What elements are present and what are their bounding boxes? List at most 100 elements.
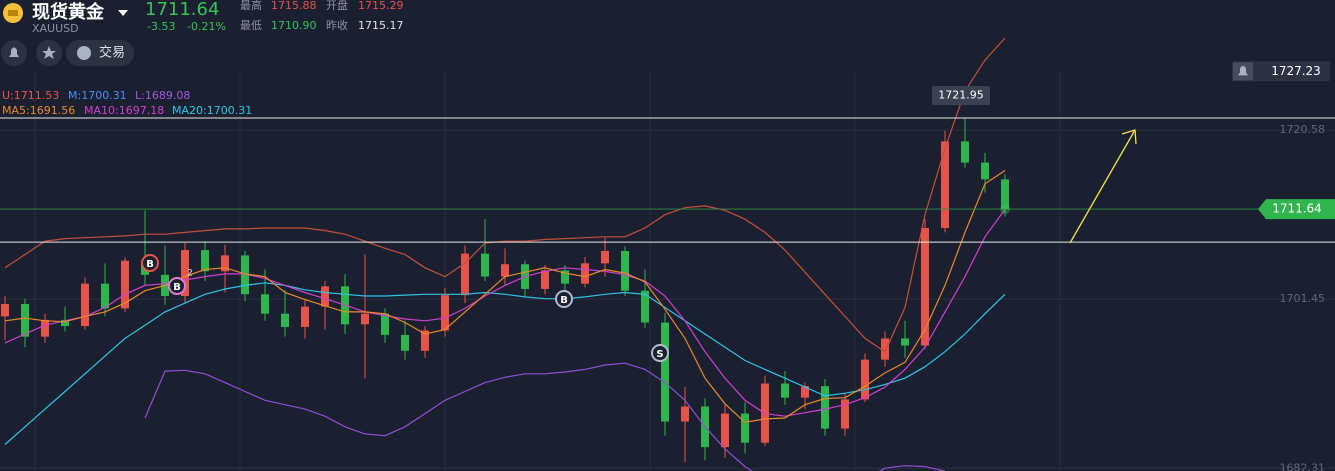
y-tick-label: 1682.31 bbox=[1280, 461, 1326, 471]
candle-body bbox=[721, 413, 729, 448]
signal-label: B bbox=[173, 282, 181, 293]
stat-value: 1715.17 bbox=[358, 19, 404, 32]
high-tooltip bbox=[932, 85, 990, 105]
stat-value: 1710.90 bbox=[271, 19, 317, 32]
y-tick-label: 1720.58 bbox=[1280, 123, 1326, 136]
indicator-line bbox=[4, 37, 1006, 353]
signal-label: S bbox=[656, 349, 663, 360]
candle-body bbox=[481, 253, 489, 277]
candle-body bbox=[21, 303, 29, 337]
trade-label[interactable]: 交易 bbox=[99, 45, 125, 61]
high-tooltip-text: 1721.95 bbox=[938, 88, 984, 101]
candle-body bbox=[501, 264, 509, 277]
star-icon bbox=[42, 46, 56, 59]
plot: 1720.58 1701.45 1682.31 bbox=[0, 37, 1335, 471]
alert-text: 1727.23 bbox=[1271, 64, 1321, 78]
trade-icon bbox=[77, 46, 91, 60]
candle-body bbox=[421, 330, 429, 351]
candle-body bbox=[61, 319, 69, 327]
candle-body bbox=[301, 306, 309, 327]
candle-body bbox=[801, 386, 809, 398]
candle-body bbox=[441, 295, 449, 331]
signal-badge bbox=[168, 277, 186, 295]
candle-body bbox=[741, 413, 749, 443]
candle-body bbox=[41, 319, 49, 337]
candle-body bbox=[401, 334, 409, 351]
candle-body bbox=[981, 162, 989, 180]
candle-body bbox=[561, 270, 569, 284]
y-tick-label: 1701.45 bbox=[1280, 292, 1326, 305]
signal-label: 2 bbox=[187, 269, 193, 279]
candle-body bbox=[321, 286, 329, 307]
candle-body bbox=[1, 303, 9, 317]
candle-body bbox=[461, 253, 469, 296]
candle-body bbox=[101, 283, 109, 309]
symbol: XAUUSD bbox=[32, 22, 79, 35]
candle-body bbox=[901, 338, 909, 346]
candle-body bbox=[781, 383, 789, 398]
candle-body bbox=[1001, 179, 1009, 210]
signal-badge bbox=[555, 290, 573, 308]
candle-body bbox=[221, 255, 229, 272]
signal-badge bbox=[141, 254, 159, 272]
signal-label: B bbox=[560, 295, 568, 306]
ma10: MA10:1697.18 bbox=[84, 104, 164, 117]
boll-upper: U:1711.53 bbox=[2, 89, 59, 102]
last-price-text: 1711.64 bbox=[1272, 202, 1322, 216]
candle-body bbox=[121, 260, 129, 309]
stat-label: 最高 bbox=[240, 0, 262, 12]
stat-label: 昨收 bbox=[326, 18, 348, 32]
header: 现货黄金 1711.64 XAUUSD -3.53 -0.21% 最高 1715… bbox=[3, 0, 404, 35]
candle-body bbox=[201, 250, 209, 272]
dropdown-arrow[interactable] bbox=[118, 10, 128, 16]
change-pct: -0.21% bbox=[187, 20, 226, 33]
change: -3.53 bbox=[147, 20, 175, 33]
candle-body bbox=[661, 322, 669, 422]
alert-bell bbox=[1238, 65, 1248, 76]
candle-body bbox=[681, 406, 689, 422]
candle-body bbox=[601, 250, 609, 264]
candle-body bbox=[581, 263, 589, 284]
candle-body bbox=[541, 270, 549, 289]
gold-icon-bar bbox=[8, 10, 18, 16]
candle-body bbox=[941, 141, 949, 228]
trend-arrow bbox=[1069, 129, 1137, 244]
candle-body bbox=[881, 338, 889, 360]
candle-body bbox=[241, 255, 249, 295]
indicator-line bbox=[4, 282, 1006, 445]
candle-body bbox=[821, 386, 829, 429]
alert-tag bbox=[1232, 61, 1330, 82]
stat-value: 1715.88 bbox=[271, 0, 317, 12]
last-price-glow bbox=[1000, 204, 1010, 215]
ma5: MA5:1691.56 bbox=[2, 104, 75, 117]
instrument-title[interactable]: 现货黄金 bbox=[32, 1, 105, 23]
boll-mid: M:1700.31 bbox=[68, 89, 127, 102]
signal-badge bbox=[651, 344, 669, 362]
stat-label: 最低 bbox=[240, 19, 262, 32]
candle-body bbox=[921, 227, 929, 346]
candle-body bbox=[361, 313, 369, 325]
stat-value: 1715.29 bbox=[358, 0, 404, 12]
signal-label: B bbox=[146, 259, 154, 270]
candle-body bbox=[261, 294, 269, 314]
boll-lower: L:1689.08 bbox=[135, 89, 190, 102]
candle-body bbox=[841, 399, 849, 429]
stat-label: 开盘 bbox=[326, 0, 348, 12]
candle-body bbox=[961, 141, 969, 163]
candle-body bbox=[621, 250, 629, 291]
candle-body bbox=[181, 250, 189, 297]
price: 1711.64 bbox=[145, 0, 219, 20]
candle-body bbox=[381, 313, 389, 335]
indicator-line bbox=[144, 362, 946, 471]
indicator-legend: U:1711.53 M:1700.31 L:1689.08 MA5:1691.5… bbox=[2, 89, 252, 117]
toolbar: 交易 bbox=[1, 40, 134, 66]
last-price-tag bbox=[1258, 199, 1335, 220]
candle-body bbox=[861, 359, 869, 400]
candle-body bbox=[641, 290, 649, 323]
candle-body bbox=[281, 313, 289, 327]
bell-icon bbox=[9, 47, 19, 57]
ma20: MA20:1700.31 bbox=[172, 104, 252, 117]
candle-body bbox=[81, 283, 89, 327]
